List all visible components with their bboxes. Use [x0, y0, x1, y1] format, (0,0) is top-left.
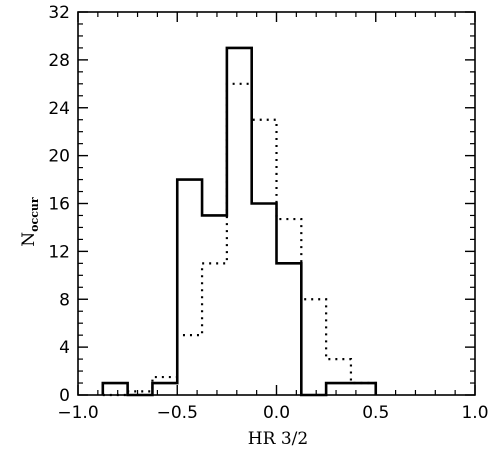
bin-dotted-4 — [202, 263, 227, 395]
y-tick-label: 28 — [48, 51, 70, 71]
histogram-dotted-series — [102, 82, 377, 397]
y-axis-label-subscript: occur — [28, 197, 41, 232]
bin-solid-7 — [277, 263, 302, 395]
bin-dotted-10 — [351, 383, 376, 395]
y-tick-label: 24 — [48, 99, 70, 119]
x-axis-label: HR 3/2 — [248, 429, 308, 449]
y-tick-label: 20 — [48, 147, 70, 167]
bin-solid-4 — [202, 215, 227, 395]
y-axis-label-main: N — [19, 232, 39, 247]
bin-dotted-6 — [252, 120, 277, 395]
x-tick-label: 1.0 — [461, 403, 488, 423]
bin-dotted-8 — [301, 299, 326, 395]
svg-text:Noccur: Noccur — [19, 197, 41, 247]
bin-dotted-2 — [152, 377, 177, 395]
y-tick-label: 32 — [48, 3, 70, 23]
bin-dotted-5 — [227, 84, 252, 395]
histogram-solid-series — [101, 46, 378, 397]
bin-solid-0 — [103, 383, 128, 395]
bin-solid-9 — [326, 383, 351, 395]
y-tick-label: 4 — [59, 338, 70, 358]
axes: −1.0 −0.5 0.0 0.5 1.0 0 4 8 12 16 20 24 28 32 — [48, 3, 488, 423]
y-tick-label: 0 — [59, 386, 70, 406]
x-tick-label: 0.5 — [362, 403, 389, 423]
bin-solid-10 — [351, 383, 376, 395]
y-axis-label: Noccur — [19, 197, 41, 247]
bin-solid-3 — [177, 180, 202, 395]
bin-solid-2 — [152, 383, 177, 395]
bin-dotted-3 — [177, 335, 202, 395]
y-tick-label: 16 — [48, 195, 70, 215]
bin-solid-5 — [227, 48, 252, 395]
y-tick-label: 12 — [48, 242, 70, 262]
x-tick-label: −1.0 — [57, 403, 98, 423]
x-tick-label: 0.0 — [263, 403, 290, 423]
y-tick-label: 8 — [59, 290, 70, 310]
plot-area — [101, 46, 378, 397]
bin-solid-6 — [252, 204, 277, 396]
x-tick-label: −0.5 — [157, 403, 198, 423]
bin-dotted-9 — [326, 359, 351, 395]
bin-dotted-7 — [277, 219, 302, 395]
